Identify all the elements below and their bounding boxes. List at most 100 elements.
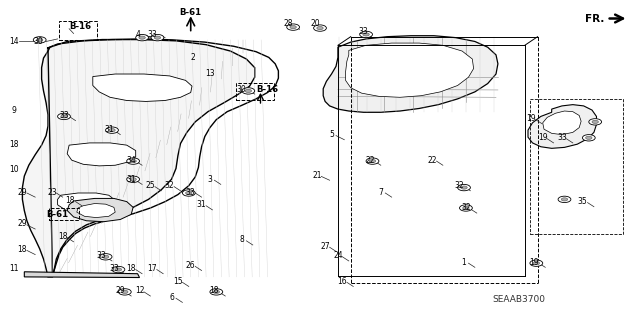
Text: 13: 13 bbox=[205, 69, 215, 78]
Text: 15: 15 bbox=[173, 277, 183, 286]
Circle shape bbox=[127, 158, 140, 164]
Text: 31: 31 bbox=[104, 125, 114, 134]
Text: 17: 17 bbox=[147, 264, 157, 273]
Text: B-16: B-16 bbox=[257, 85, 278, 94]
Text: 29: 29 bbox=[17, 219, 28, 228]
Circle shape bbox=[213, 290, 220, 293]
Text: FR.: FR. bbox=[585, 13, 604, 24]
Circle shape bbox=[290, 26, 296, 29]
Text: 14: 14 bbox=[9, 37, 19, 46]
Circle shape bbox=[242, 88, 255, 94]
Text: 21: 21 bbox=[312, 171, 321, 180]
Circle shape bbox=[287, 24, 300, 30]
Text: 7: 7 bbox=[378, 188, 383, 197]
Text: 34: 34 bbox=[126, 156, 136, 165]
Circle shape bbox=[530, 260, 543, 266]
Polygon shape bbox=[67, 198, 133, 222]
Text: 31: 31 bbox=[196, 200, 207, 209]
Text: 4: 4 bbox=[135, 30, 140, 39]
Circle shape bbox=[102, 255, 109, 258]
Text: B-16: B-16 bbox=[69, 22, 91, 31]
Text: 33: 33 bbox=[96, 251, 106, 260]
Circle shape bbox=[136, 34, 148, 41]
Circle shape bbox=[589, 119, 602, 125]
Polygon shape bbox=[93, 74, 192, 101]
Circle shape bbox=[314, 25, 326, 31]
Text: 26: 26 bbox=[186, 261, 196, 270]
Circle shape bbox=[460, 205, 472, 211]
Text: 35: 35 bbox=[577, 197, 588, 206]
Text: 3: 3 bbox=[207, 175, 212, 184]
Text: SEAAB3700: SEAAB3700 bbox=[492, 295, 545, 304]
Circle shape bbox=[118, 289, 131, 295]
Polygon shape bbox=[58, 193, 115, 212]
Circle shape bbox=[369, 160, 376, 163]
Text: 33: 33 bbox=[358, 27, 369, 36]
Polygon shape bbox=[323, 36, 498, 112]
Text: 33: 33 bbox=[109, 264, 119, 273]
Circle shape bbox=[151, 34, 164, 41]
Text: 32: 32 bbox=[454, 181, 465, 190]
Circle shape bbox=[458, 184, 470, 191]
Text: 18: 18 bbox=[210, 286, 219, 295]
Polygon shape bbox=[528, 105, 596, 148]
Text: 29: 29 bbox=[115, 286, 125, 295]
Circle shape bbox=[586, 136, 592, 139]
Circle shape bbox=[61, 115, 67, 118]
Text: 22: 22 bbox=[365, 156, 374, 165]
Text: 18: 18 bbox=[58, 232, 67, 241]
Text: 20: 20 bbox=[310, 19, 321, 28]
Circle shape bbox=[99, 254, 112, 260]
Polygon shape bbox=[67, 143, 136, 166]
Circle shape bbox=[245, 89, 252, 93]
Circle shape bbox=[130, 178, 136, 181]
Text: 1: 1 bbox=[461, 258, 467, 267]
Bar bbox=[49, 208, 79, 220]
Text: 30: 30 bbox=[236, 85, 246, 94]
Text: B-61: B-61 bbox=[47, 210, 68, 219]
Bar bbox=[59, 21, 97, 40]
Text: 28: 28 bbox=[284, 19, 292, 28]
Circle shape bbox=[360, 31, 372, 38]
Text: 10: 10 bbox=[9, 165, 19, 174]
Circle shape bbox=[112, 266, 125, 273]
Circle shape bbox=[463, 206, 469, 210]
Circle shape bbox=[558, 196, 571, 203]
Circle shape bbox=[592, 120, 598, 123]
Circle shape bbox=[33, 37, 46, 43]
Text: 19: 19 bbox=[529, 258, 540, 267]
Circle shape bbox=[139, 36, 145, 39]
Circle shape bbox=[127, 176, 140, 182]
Polygon shape bbox=[48, 41, 253, 275]
Circle shape bbox=[36, 38, 43, 41]
Text: 30: 30 bbox=[33, 37, 44, 46]
Circle shape bbox=[317, 26, 323, 30]
Circle shape bbox=[533, 262, 540, 265]
Text: 22: 22 bbox=[428, 156, 436, 165]
Text: 33: 33 bbox=[147, 30, 157, 39]
Polygon shape bbox=[24, 272, 140, 278]
Text: 32: 32 bbox=[164, 181, 175, 190]
Circle shape bbox=[109, 129, 115, 132]
Circle shape bbox=[154, 36, 161, 39]
Circle shape bbox=[582, 135, 595, 141]
Text: 19: 19 bbox=[538, 133, 548, 142]
Text: 5: 5 bbox=[329, 130, 334, 139]
Polygon shape bbox=[77, 204, 115, 218]
Text: 19: 19 bbox=[526, 114, 536, 123]
Text: 33: 33 bbox=[59, 111, 69, 120]
Bar bbox=[530, 99, 623, 234]
Text: 18: 18 bbox=[127, 264, 136, 273]
Circle shape bbox=[122, 290, 128, 293]
Text: 16: 16 bbox=[337, 277, 348, 286]
Circle shape bbox=[182, 190, 195, 196]
Circle shape bbox=[461, 186, 467, 189]
Bar bbox=[236, 83, 274, 100]
Text: 23: 23 bbox=[47, 188, 58, 197]
Text: 8: 8 bbox=[239, 235, 244, 244]
Text: 33: 33 bbox=[186, 188, 196, 197]
Text: 29: 29 bbox=[17, 188, 28, 197]
Text: 18: 18 bbox=[66, 196, 75, 205]
Circle shape bbox=[115, 268, 122, 271]
Text: B-61: B-61 bbox=[180, 8, 202, 17]
